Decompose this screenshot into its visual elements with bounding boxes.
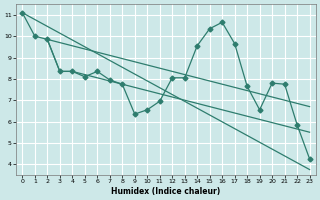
X-axis label: Humidex (Indice chaleur): Humidex (Indice chaleur)	[111, 187, 220, 196]
